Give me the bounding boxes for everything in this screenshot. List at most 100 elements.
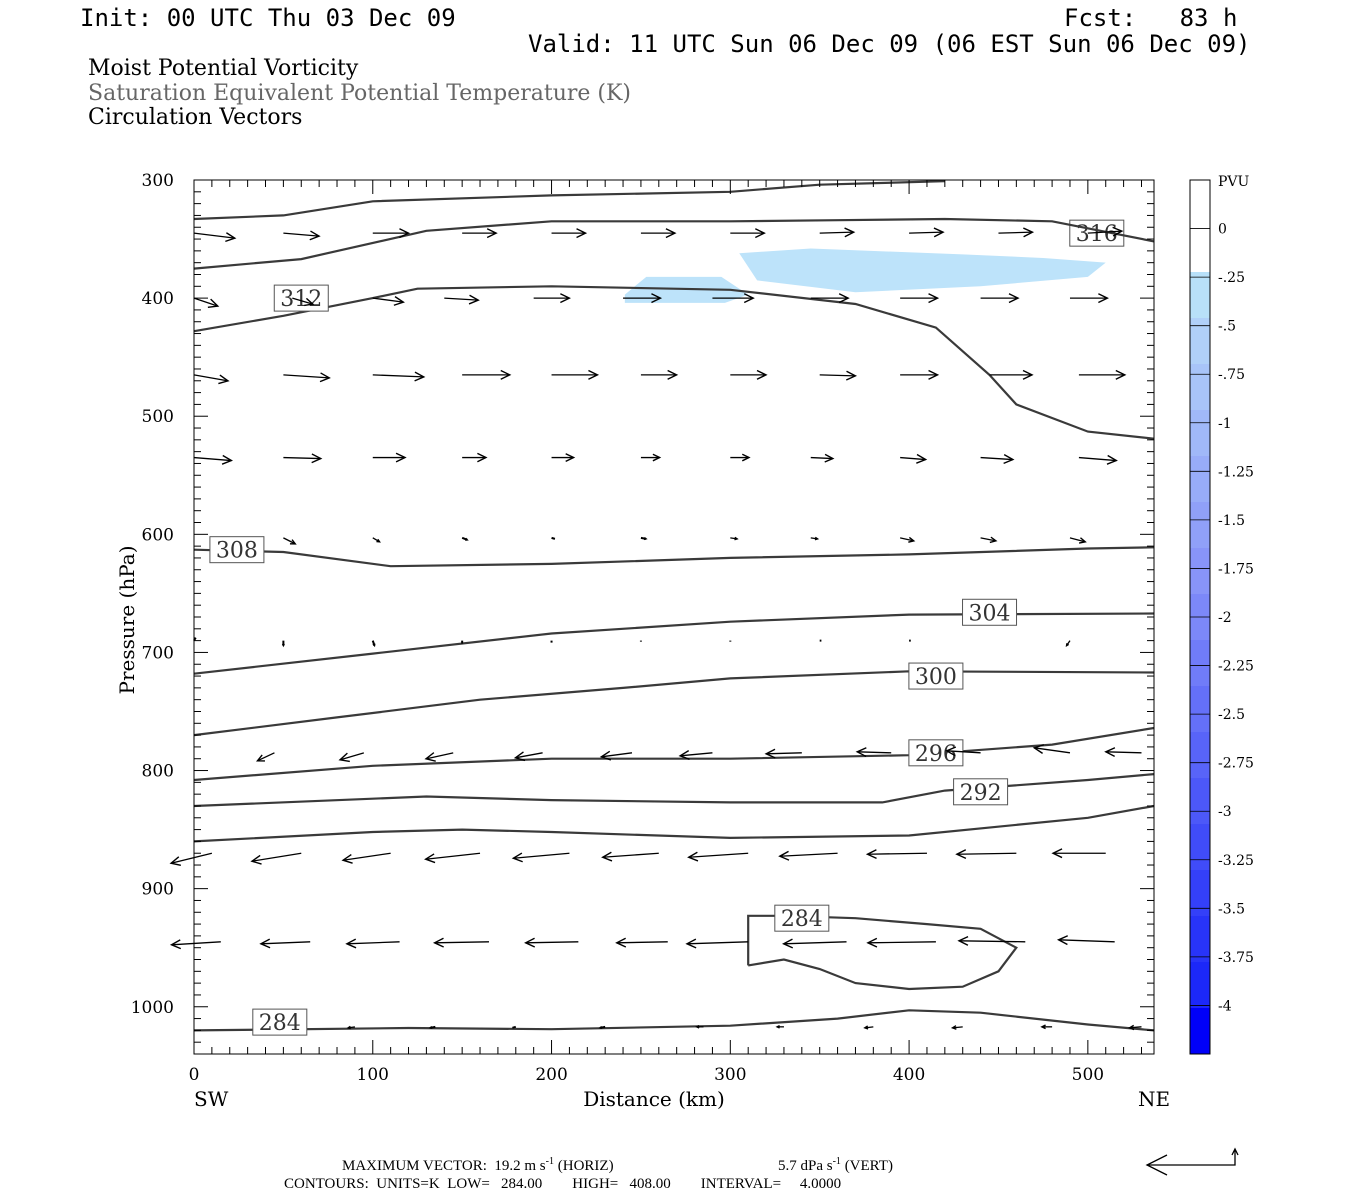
- colorbar-label-5: -1.25: [1218, 464, 1254, 480]
- vector-shaft: [946, 750, 981, 754]
- vector-shaft: [513, 852, 570, 859]
- vector-head: [838, 293, 850, 304]
- colorbar-swatch-5: [1190, 410, 1210, 457]
- max-vector-vert-tag: (VERT): [844, 1158, 893, 1174]
- vector-2-4: [551, 369, 600, 380]
- colorbar-label-7: -1.75: [1218, 561, 1254, 577]
- vector-4-6: [810, 536, 820, 541]
- vector-head: [950, 1025, 957, 1030]
- title-mpv: Moist Potential Vorticity: [88, 56, 359, 81]
- vector-3-10: [1078, 454, 1118, 465]
- vector-head: [424, 853, 436, 864]
- vector-head: [955, 849, 967, 860]
- contour-label-box-9: [774, 904, 830, 932]
- vector-head: [824, 453, 835, 463]
- vector-5-1: [281, 640, 285, 648]
- vector-head: [863, 1025, 869, 1030]
- vector-head: [916, 453, 928, 464]
- vector-shaft: [958, 940, 1026, 943]
- vector-8-10: [1056, 935, 1115, 946]
- contour-label-4: 304: [969, 601, 1011, 626]
- vector-2-0: [193, 374, 230, 385]
- vector-9-9: [1127, 1024, 1142, 1031]
- vector-shaft: [283, 374, 330, 379]
- vector-shaft: [170, 852, 213, 864]
- vector-head: [169, 856, 182, 866]
- vector-0-10: [1087, 226, 1124, 237]
- colorbar-label-6: -1.5: [1218, 513, 1245, 529]
- vector-shaft: [952, 1026, 963, 1029]
- vector-6-9: [1032, 744, 1071, 754]
- vector-7-1: [250, 852, 302, 865]
- vector-shaft: [956, 852, 1017, 855]
- vector-0-4: [551, 228, 588, 239]
- colorbar-label-9: -2.25: [1218, 659, 1254, 675]
- vector-6-7: [855, 747, 892, 758]
- vector-head: [250, 854, 262, 865]
- contour-label-5: 300: [915, 665, 957, 690]
- vector-head: [399, 228, 411, 239]
- contour-label-box-7: [953, 778, 1009, 806]
- vector-head: [207, 298, 220, 309]
- vector-head: [764, 748, 776, 759]
- vector-5-9: [1065, 640, 1071, 647]
- vector-3-0: [193, 454, 234, 465]
- vector-shaft: [980, 456, 1013, 461]
- vector-head: [395, 452, 407, 463]
- vector-7-4: [511, 852, 570, 863]
- vector-head: [338, 752, 350, 763]
- vector-shaft: [680, 752, 713, 757]
- vector-head: [665, 228, 677, 239]
- contour-312-2: [193, 285, 1155, 440]
- contour-296-6: [193, 726, 1155, 782]
- vector-shaft: [909, 231, 944, 234]
- vector-head: [524, 937, 536, 948]
- vector-9-4: [695, 1025, 704, 1029]
- colorbar-label-10: -2.5: [1218, 707, 1245, 723]
- vector-shaft: [425, 752, 454, 760]
- vector-0-6: [730, 228, 766, 239]
- vector-9-2: [512, 1025, 517, 1029]
- vector-shaft: [980, 537, 997, 542]
- vector-shaft: [783, 941, 847, 945]
- vector-shaft: [515, 752, 543, 759]
- vector-shaft: [283, 232, 320, 237]
- vector-8-3: [432, 937, 489, 948]
- vector-4-0: [283, 537, 297, 545]
- vector-shaft: [1058, 939, 1115, 943]
- vector-shaft: [193, 374, 229, 382]
- vector-2-3: [462, 369, 512, 380]
- colorbar: PVU 0 -.25 -.5 -.75 -1 -1.25 -1.5 -1.75 -2 -2.25 -2…: [1189, 174, 1254, 1055]
- vector-shaft: [867, 852, 927, 855]
- vector-shaft: [819, 374, 856, 377]
- vector-8-7: [782, 938, 847, 949]
- vector-head: [1098, 293, 1109, 304]
- vector-head: [221, 454, 234, 465]
- vector-3-2: [372, 452, 407, 463]
- vector-6-4: [599, 750, 633, 761]
- vector-9-7: [950, 1025, 963, 1030]
- vector-3-5: [640, 453, 662, 462]
- colorbar-swatch-7: [1190, 502, 1210, 549]
- vector-head: [565, 453, 576, 463]
- vector-2-2: [372, 371, 426, 382]
- vector-2-6: [730, 369, 768, 380]
- x-tick-label-300: 300: [714, 1065, 746, 1085]
- vector-head: [615, 937, 627, 948]
- vector-2-8: [900, 369, 940, 380]
- vector-3-6: [730, 453, 751, 462]
- vector-head: [432, 937, 444, 948]
- colorbar-label-15: -3.75: [1218, 950, 1254, 966]
- colorbar-label-0: 0: [1218, 222, 1227, 238]
- vector-3-7: [810, 453, 835, 463]
- vector-1-2: [372, 296, 405, 306]
- vector-shaft: [1034, 747, 1071, 754]
- vector-4-7: [900, 536, 916, 543]
- vector-shaft: [779, 852, 838, 857]
- vector-0-8: [909, 227, 945, 238]
- max-vector-vert: 5.7 dPa s-1 (VERT): [778, 1156, 893, 1174]
- vector-shaft: [339, 752, 365, 761]
- vector-shaft: [193, 232, 235, 239]
